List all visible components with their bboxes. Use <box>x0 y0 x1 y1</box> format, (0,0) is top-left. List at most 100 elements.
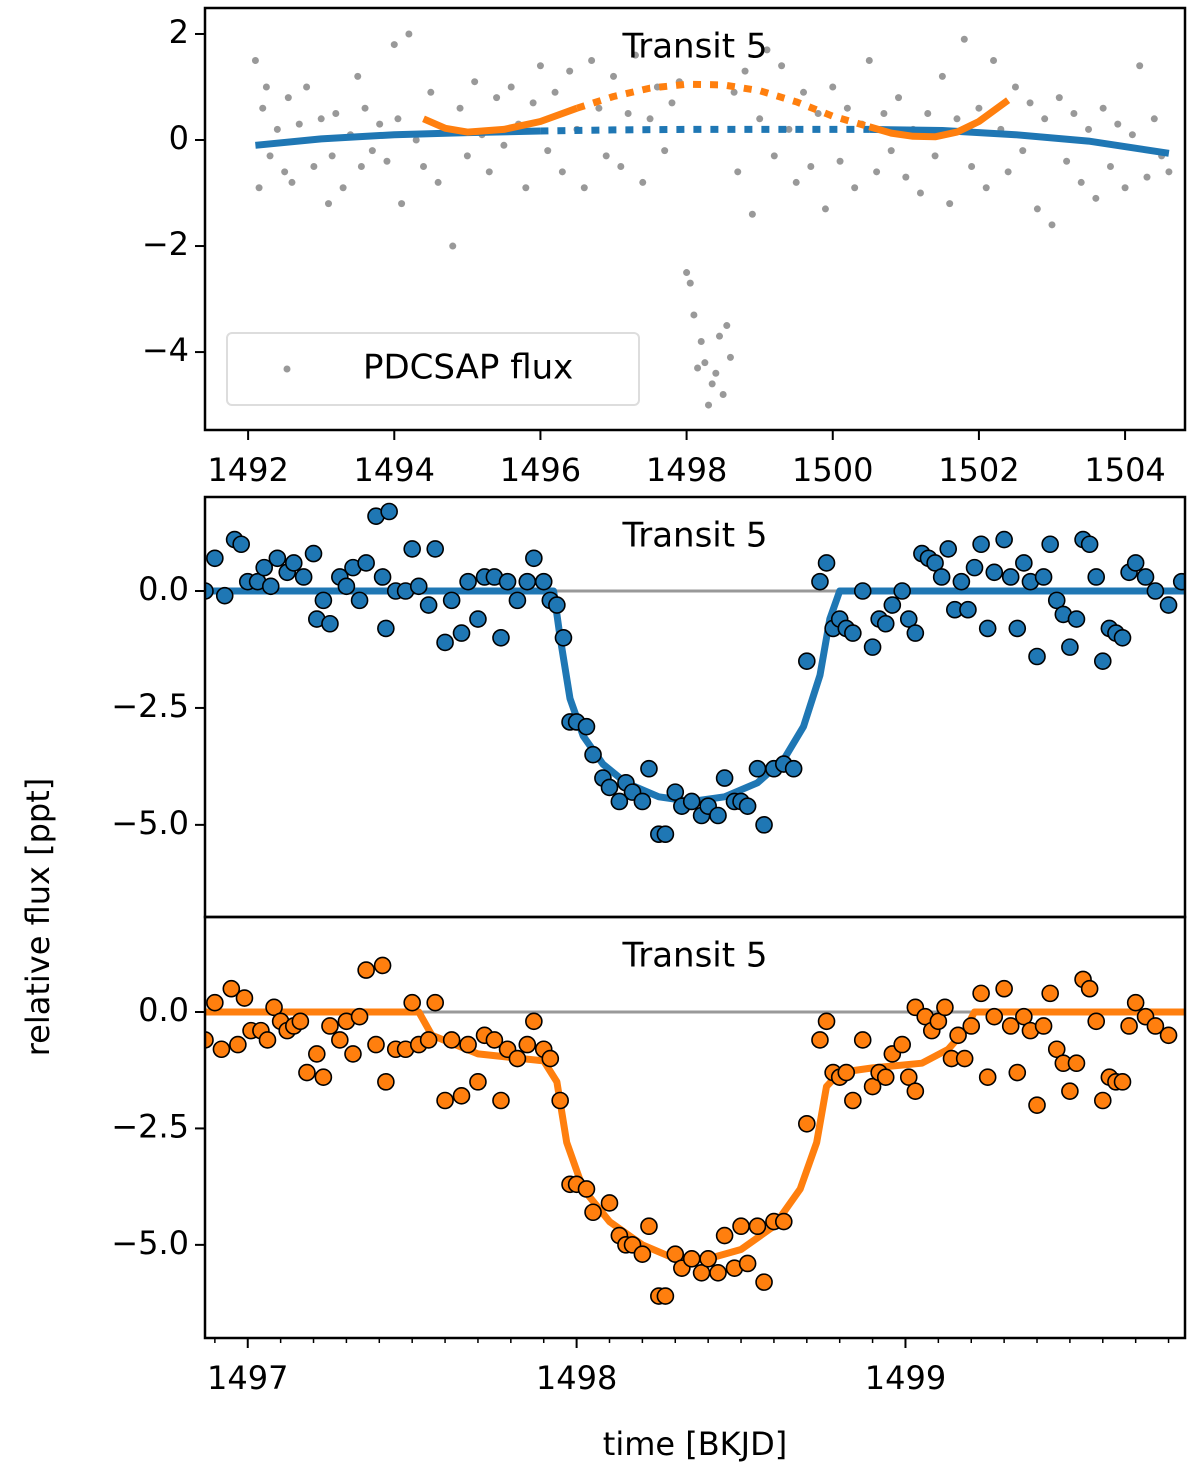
data-point <box>420 163 428 171</box>
data-point <box>1019 147 1027 155</box>
data-point <box>811 1031 829 1049</box>
data-point <box>284 554 303 572</box>
data-point <box>975 104 983 112</box>
data-point <box>715 769 734 787</box>
data-point <box>508 1049 527 1068</box>
data-point <box>317 115 325 123</box>
data-point <box>778 62 786 70</box>
data-point <box>686 279 694 287</box>
data-point <box>661 147 669 155</box>
data-point <box>529 99 537 107</box>
data-point <box>926 554 944 572</box>
y-tick-label: −2 <box>142 225 189 263</box>
data-point <box>1126 554 1145 572</box>
data-point <box>600 778 619 797</box>
data-point <box>763 46 771 54</box>
data-point <box>1136 62 1144 70</box>
data-point <box>357 961 375 979</box>
x-tick-label: 1502 <box>938 451 1019 489</box>
data-point <box>255 558 273 577</box>
data-point <box>1028 1096 1046 1114</box>
y-tick-label: 2 <box>169 13 189 51</box>
data-point <box>518 572 537 591</box>
data-point <box>732 1217 750 1236</box>
data-point <box>321 614 339 633</box>
data-point <box>212 1040 231 1059</box>
y-tick-label: 0 <box>169 119 189 157</box>
data-point <box>566 67 574 75</box>
data-point <box>800 88 808 96</box>
data-point <box>798 652 816 670</box>
data-point <box>205 582 214 600</box>
data-point <box>955 1049 974 1068</box>
axes-frame <box>203 6 1187 432</box>
x-tick-label: 1494 <box>354 451 435 489</box>
data-point <box>1159 1026 1178 1045</box>
data-point <box>1106 163 1114 171</box>
data-point <box>325 200 333 208</box>
data-point <box>965 558 984 577</box>
data-point <box>697 337 705 345</box>
data-point <box>493 94 501 102</box>
y-tick-label: −2.5 <box>111 687 189 725</box>
y-tick-label: 0.0 <box>138 991 189 1029</box>
data-point <box>205 1031 214 1049</box>
data-point <box>235 989 254 1007</box>
data-point <box>811 572 829 591</box>
data-point <box>373 568 392 586</box>
data-point <box>1080 979 1099 998</box>
data-point <box>639 178 647 186</box>
data-point <box>295 120 303 128</box>
data-point <box>1047 591 1066 610</box>
data-point <box>551 1091 569 1110</box>
data-point <box>251 56 259 64</box>
data-point <box>522 184 530 192</box>
legend-label: PDCSAP flux <box>363 348 573 388</box>
data-point <box>288 178 296 186</box>
data-point <box>893 582 911 600</box>
data-point <box>774 1212 793 1231</box>
data-point <box>949 1026 967 1045</box>
data-point <box>924 110 932 117</box>
data-point <box>577 717 596 736</box>
data-point <box>525 549 543 568</box>
data-point <box>785 125 793 133</box>
data-point <box>792 178 800 186</box>
data-point <box>624 110 632 117</box>
data-point <box>536 62 544 70</box>
data-point <box>469 1073 487 1091</box>
data-point <box>1063 157 1071 165</box>
data-point <box>863 638 882 656</box>
data-point <box>668 99 676 107</box>
data-point <box>1087 1012 1106 1031</box>
data-point <box>492 628 510 647</box>
data-point <box>337 577 356 596</box>
x-tick-label: 1504 <box>1084 451 1165 489</box>
data-point <box>442 1031 461 1049</box>
y-tick-label: −5.0 <box>111 1224 189 1262</box>
plot-area <box>205 502 1185 844</box>
data-point <box>1011 83 1019 91</box>
data-point <box>1136 568 1155 586</box>
data-point <box>588 56 596 64</box>
data-point <box>373 956 392 975</box>
plot-area <box>205 956 1185 1305</box>
data-point <box>1001 1017 1020 1035</box>
data-point <box>952 572 971 591</box>
data-point <box>469 610 487 628</box>
data-point <box>471 78 479 86</box>
data-point <box>755 816 773 834</box>
data-point <box>498 572 517 591</box>
data-point <box>492 1091 510 1110</box>
data-point <box>726 353 734 361</box>
data-point <box>544 147 552 155</box>
plot-area <box>251 30 1173 409</box>
data-point <box>1146 1017 1165 1035</box>
data-point <box>1061 1082 1079 1100</box>
data-point <box>284 94 292 102</box>
data-point <box>995 979 1013 998</box>
data-point <box>419 596 438 614</box>
data-point <box>1008 619 1027 638</box>
data-point <box>837 1063 856 1082</box>
data-point <box>985 563 1004 582</box>
